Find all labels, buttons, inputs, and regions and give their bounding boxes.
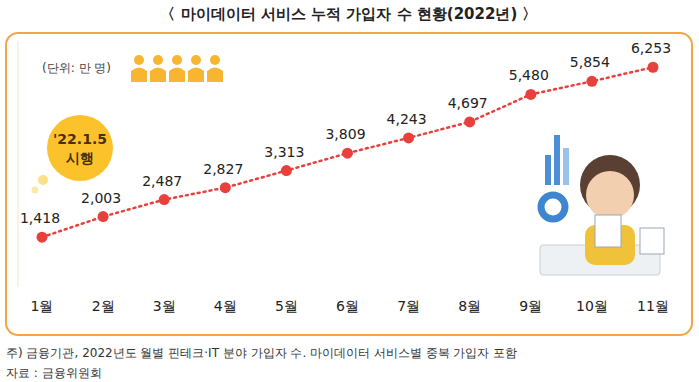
x-tick-label: 11월 [637,298,669,314]
data-label: 2,487 [142,173,182,189]
marker [342,148,353,159]
annotation-bubble [47,115,113,181]
unit-label: (단위: 만 명) [42,61,111,75]
deco [554,135,560,185]
marker [586,76,597,87]
title: 〈 마이데이터 서비스 누적 가입자 수 현황(2022년) 〉 [160,5,537,23]
marker [98,211,109,222]
data-label: 2,827 [203,161,243,177]
marker [220,182,231,193]
line [42,67,653,237]
data-label: 1,418 [20,210,60,226]
person-icon [188,68,204,83]
x-tick-label: 3월 [153,298,176,314]
annotation: 시행 [66,150,94,166]
marker [37,232,48,243]
deco [640,228,664,254]
marker [403,132,414,143]
note: 주) 금융기관, 2022년도 월별 핀테크·IT 분야 가입자 수. 마이데이… [6,346,517,360]
x-tick-label: 5월 [275,298,298,314]
x-tick-label: 10월 [576,298,608,314]
data-label: 5,854 [570,54,610,70]
annotation: '22.1.5 [53,131,107,147]
data-label: 4,697 [448,95,488,111]
deco [541,195,565,219]
person-icon [172,55,182,65]
marker [464,116,475,127]
person-icon [210,55,220,65]
person-icon [207,68,223,83]
person-icon [134,55,144,65]
x-tick-label: 6월 [336,298,359,314]
source: 자료 : 금융위원회 [6,366,102,380]
marker [159,194,170,205]
deco [586,171,634,219]
x-tick-label: 9월 [519,298,542,314]
data-label: 4,243 [387,111,427,127]
marker [525,89,536,100]
x-tick-label: 1월 [31,298,54,314]
person-icon [131,68,147,83]
x-tick-label: 8월 [458,298,481,314]
data-label: 3,313 [264,144,304,160]
person-icon [191,55,201,65]
deco [563,148,569,185]
deco [595,215,621,247]
person-icon [150,68,166,83]
plot-area [37,62,659,243]
data-label: 6,253 [631,40,671,56]
data-label: 5,480 [509,67,549,83]
bubble-dot [38,175,48,185]
deco [545,155,551,185]
x-tick-label: 7월 [397,298,420,314]
x-tick-label: 4월 [214,298,237,314]
value-axis-line [18,41,19,287]
bubble-dot [32,187,39,194]
person-icon [153,55,163,65]
chart: 〈 마이데이터 서비스 누적 가입자 수 현황(2022년) 〉 (단위: 만 명… [0,0,699,382]
person-icon [169,68,185,83]
frame [6,33,692,335]
data-label: 2,003 [81,190,121,206]
x-tick-label: 2월 [92,298,115,314]
marker [281,165,292,176]
data-label: 3,809 [325,126,365,142]
marker [648,62,659,73]
